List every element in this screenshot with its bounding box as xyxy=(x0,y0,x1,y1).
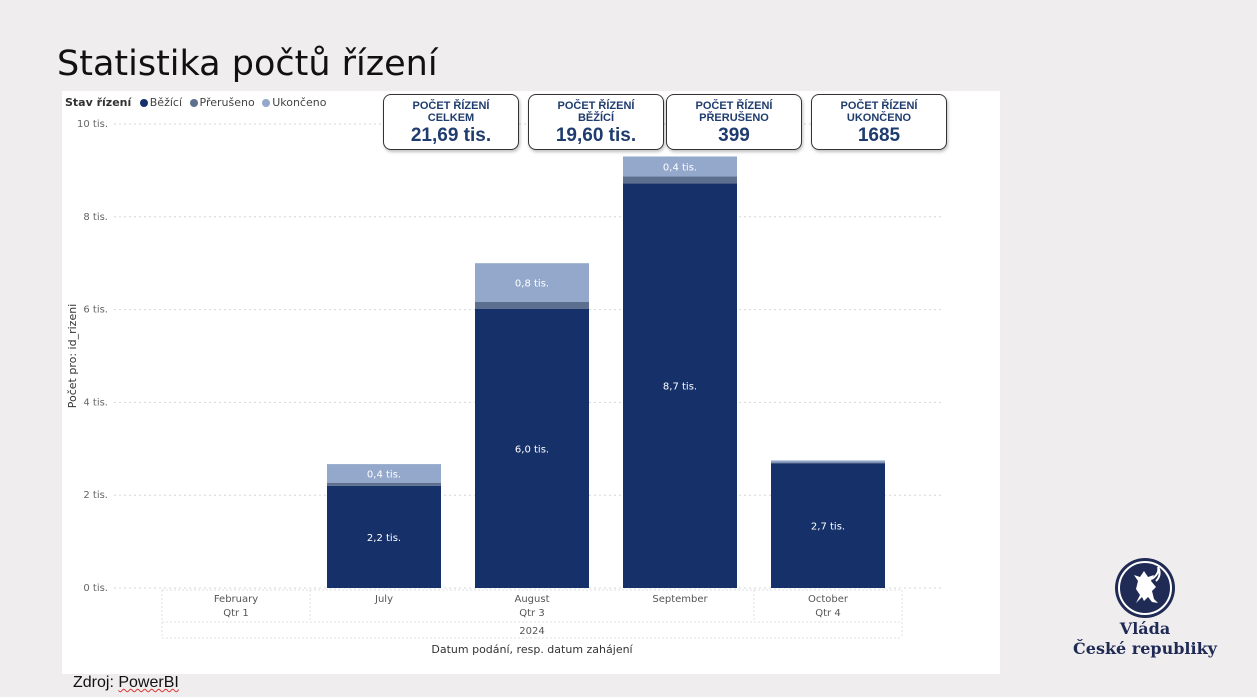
logo-line-2: České republiky xyxy=(1073,639,1217,658)
data-label: 0,8 tis. xyxy=(515,278,549,289)
kpi-label: POČET ŘÍZENÍ UKONČENO xyxy=(840,100,918,124)
bar-segment-bezici xyxy=(771,463,885,588)
x-axis-label: Datum podání, resp. datum zahájení xyxy=(431,643,633,656)
bar-segment-bezici xyxy=(475,308,589,588)
data-label: 6,0 tis. xyxy=(515,444,549,455)
legend-item-label: Přerušeno xyxy=(199,96,255,109)
kpi-value: 19,60 tis. xyxy=(555,125,637,146)
government-logo: Vláda České republiky xyxy=(1070,557,1220,659)
kpi-value: 1685 xyxy=(857,125,901,146)
y-tick-label: 6 tis. xyxy=(83,305,108,316)
bar-segment-ukonceno xyxy=(771,460,885,463)
legend-item-preruseno[interactable]: Přerušeno xyxy=(189,96,255,109)
data-label: 0,4 tis. xyxy=(663,162,697,173)
bar-segment-ukonceno xyxy=(327,464,441,483)
legend-item-bezici[interactable]: Běžící xyxy=(139,96,183,109)
bar-segment-preruseno xyxy=(475,301,589,309)
bar-segment-ukonceno xyxy=(475,263,589,302)
data-label: 0,4 tis. xyxy=(367,469,401,480)
lion-emblem-icon xyxy=(1115,558,1175,618)
slide-title: Statistika počtů řízení xyxy=(57,44,438,84)
kpi-label: POČET ŘÍZENÍ PŘERUŠENO xyxy=(695,100,773,124)
kpi-label: POČET ŘÍZENÍ BĚŽÍCÍ xyxy=(557,100,635,124)
bar-segment-ukonceno xyxy=(623,156,737,177)
bar-segment-preruseno xyxy=(771,462,885,464)
x-tick-label: October xyxy=(808,594,849,605)
y-tick-label: 4 tis. xyxy=(83,397,108,408)
y-tick-label: 10 tis. xyxy=(77,119,108,130)
y-axis-label: Počet pro: id_rizeni xyxy=(66,304,79,408)
bar-segment-preruseno xyxy=(327,482,441,486)
x-tick-label: February xyxy=(214,594,258,605)
y-tick-label: 2 tis. xyxy=(83,490,108,501)
quarter-label: Qtr 3 xyxy=(519,608,544,619)
legend-title: Stav řízení xyxy=(65,96,132,109)
source-note: Zdroj: PowerBI xyxy=(73,674,179,692)
kpi-card-ukonceno: POČET ŘÍZENÍ UKONČENO 1685 xyxy=(811,94,947,150)
x-tick-label: September xyxy=(652,594,708,605)
source-name: PowerBI xyxy=(118,674,179,691)
legend-dot-icon xyxy=(139,99,148,107)
y-tick-label: 8 tis. xyxy=(83,212,108,223)
chart-panel: 0 tis. 2 tis. 4 tis. 6 tis. 8 tis. 10 tis. Poč… xyxy=(62,91,1000,674)
x-tick-label: July xyxy=(374,594,393,605)
quarter-label: Qtr 1 xyxy=(223,608,248,619)
stacked-bar-chart: 0 tis. 2 tis. 4 tis. 6 tis. 8 tis. 10 tis. Poč… xyxy=(66,119,944,656)
kpi-card-preruseno: POČET ŘÍZENÍ PŘERUŠENO 399 xyxy=(666,94,802,150)
kpi-label: POČET ŘÍZENÍ CELKEM xyxy=(412,100,490,124)
data-label: 8,7 tis. xyxy=(663,382,697,393)
legend-item-label: Ukončeno xyxy=(272,96,327,109)
legend-dot-icon xyxy=(189,99,198,107)
year-label: 2024 xyxy=(519,626,544,637)
data-label: 2,2 tis. xyxy=(367,533,401,544)
y-tick-label: 0 tis. xyxy=(83,583,108,594)
bar-segment-bezici xyxy=(327,485,441,588)
legend-item-label: Běžící xyxy=(149,96,183,109)
kpi-card-bezici: POČET ŘÍZENÍ BĚŽÍCÍ 19,60 tis. xyxy=(528,94,664,150)
kpi-card-celkem: POČET ŘÍZENÍ CELKEM 21,69 tis. xyxy=(383,94,519,150)
legend-item-ukonceno[interactable]: Ukončeno xyxy=(262,96,326,109)
kpi-value: 21,69 tis. xyxy=(410,125,492,146)
chart-legend: Stav řízení Běžící Přerušeno Ukončeno xyxy=(65,96,330,109)
x-tick-label: August xyxy=(515,594,550,605)
kpi-value: 399 xyxy=(718,125,750,146)
bar-segment-bezici xyxy=(623,183,737,588)
bar-segment-preruseno xyxy=(623,176,737,184)
source-prefix: Zdroj: xyxy=(73,674,119,691)
legend-dot-icon xyxy=(262,99,271,107)
data-label: 2,7 tis. xyxy=(811,522,845,533)
logo-line-1: Vláda xyxy=(1119,619,1171,638)
quarter-label: Qtr 4 xyxy=(815,608,840,619)
